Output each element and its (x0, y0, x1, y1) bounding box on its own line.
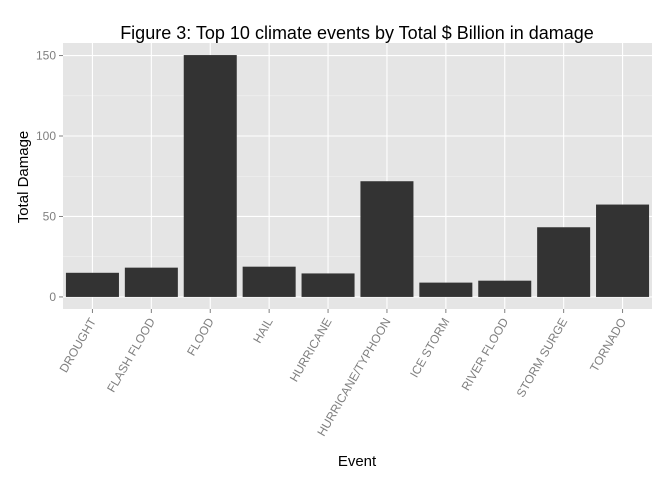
x-axis-title: Event (338, 453, 377, 470)
bar (596, 204, 650, 297)
x-tick-label: RIVER FLOOD (459, 315, 512, 393)
x-tick-label: DROUGHT (57, 315, 100, 375)
x-axis: DROUGHT FLASH FLOOD FLOOD HAIL HURRICANEHURR… (57, 309, 629, 439)
bar (419, 282, 473, 297)
y-tick-label: 100 (36, 129, 56, 143)
x-tick-label: HURRICANE (287, 316, 335, 385)
y-tick-label: 0 (49, 290, 56, 304)
bar (301, 273, 355, 297)
bar (537, 227, 591, 297)
bar (124, 267, 178, 297)
bar (478, 280, 532, 297)
x-tick-label: ICE STORM (407, 315, 452, 380)
chart-title: Figure 3: Top 10 climate events by Total… (120, 23, 594, 43)
x-tick-label: HAIL (250, 315, 276, 345)
y-tick-label: 150 (36, 49, 56, 63)
bar (242, 266, 296, 297)
bar (65, 272, 119, 297)
bars (65, 55, 650, 297)
x-tick-label: FLASH FLOOD (104, 315, 158, 394)
bar (360, 181, 414, 297)
x-tick-label: TORNADO (587, 316, 629, 375)
bar (183, 55, 237, 297)
y-tick-label: 50 (43, 209, 57, 223)
x-tick-label: FLOOD (184, 315, 217, 358)
x-tick-label: STORM SURGE (514, 316, 571, 400)
y-axis-title: Total Damage (15, 131, 32, 224)
y-axis: 0 50 100 150 (36, 49, 63, 304)
